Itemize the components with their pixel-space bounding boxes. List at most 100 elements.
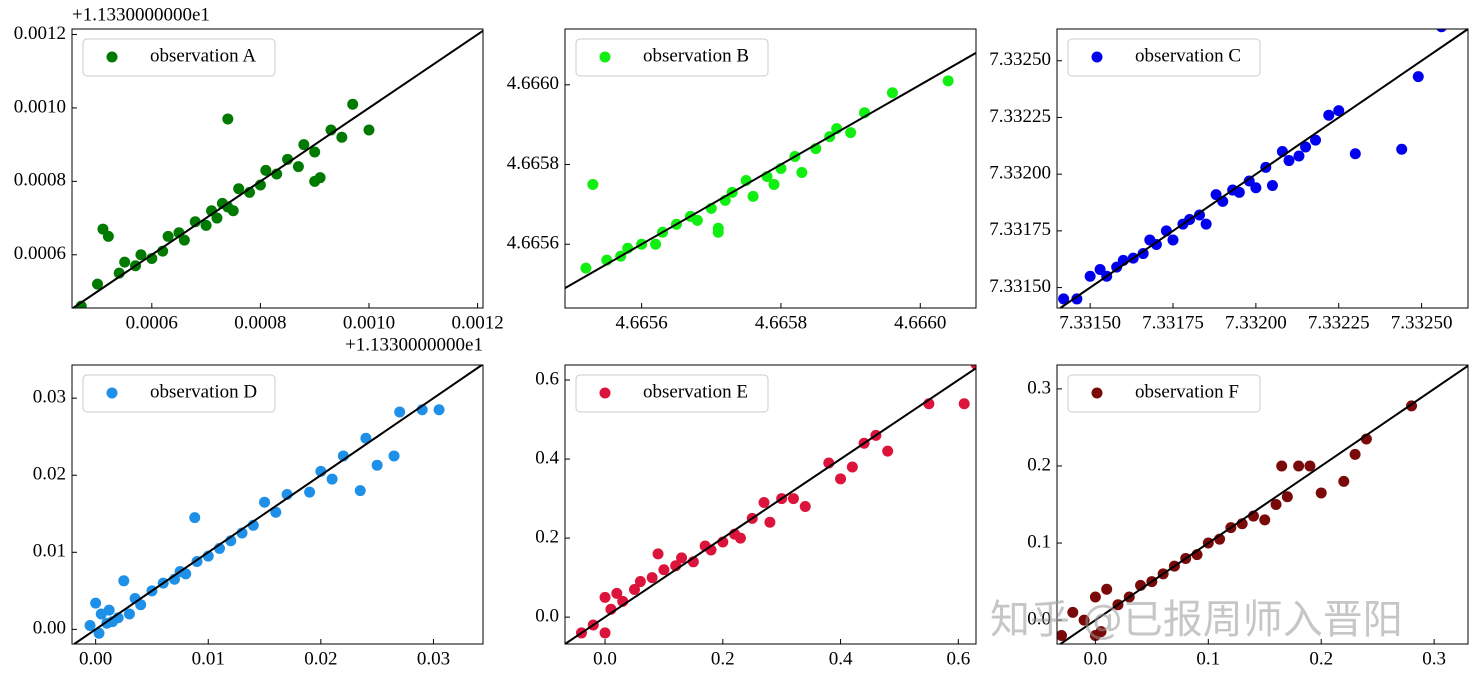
legend-box — [575, 38, 769, 77]
point — [1281, 491, 1293, 503]
x-tick-label: 0.02 — [304, 648, 337, 669]
point — [233, 183, 245, 195]
y-tick-label: 0.0008 — [14, 170, 66, 191]
y-tick-label: 0.3 — [1027, 377, 1051, 398]
y-tick-label: 0.02 — [33, 464, 66, 485]
axes-frame — [1056, 28, 1469, 309]
point — [646, 572, 658, 584]
legend-marker — [106, 387, 118, 399]
x-tick-label: 7.33225 — [1308, 312, 1370, 333]
point — [1293, 460, 1305, 472]
x-tick-label: 0.0 — [593, 648, 617, 669]
x-tick-label: 0.0010 — [343, 312, 395, 333]
y-tick-label: 0.0 — [535, 605, 559, 626]
point — [1412, 71, 1424, 83]
identity-line — [564, 52, 977, 289]
x-tick-label: 7.33200 — [1225, 312, 1287, 333]
identity-line — [564, 367, 977, 645]
point — [599, 627, 611, 639]
point — [1111, 261, 1123, 273]
point — [882, 445, 894, 457]
point — [1276, 460, 1288, 472]
point — [162, 230, 174, 242]
point — [1304, 460, 1316, 472]
y-tick-label: 0.1 — [1027, 531, 1051, 552]
x-tick-label: 0.3 — [1422, 648, 1446, 669]
point — [260, 164, 272, 176]
subplot: 7.33150 7.33175 7.33200 7.33225 7.33250 7.331… — [989, 28, 1469, 333]
x-tick-label: 7.33250 — [1391, 312, 1453, 333]
point — [371, 459, 383, 471]
legend-marker — [599, 51, 611, 63]
watermark: 知乎 @已报周师入晋阳 — [990, 597, 1403, 643]
x-tick-label: 0.4 — [829, 648, 853, 669]
point — [336, 131, 348, 143]
axes-frame — [71, 28, 484, 309]
point — [712, 226, 724, 238]
point — [1349, 148, 1361, 160]
legend-box — [82, 374, 276, 413]
legend-label: observation F — [1135, 381, 1239, 402]
point — [691, 214, 703, 226]
x-tick-label: 4.6656 — [616, 312, 668, 333]
point — [90, 597, 102, 609]
x-tick-label: 7.33175 — [1142, 312, 1204, 333]
point — [93, 627, 105, 639]
point — [189, 512, 201, 524]
point — [292, 161, 304, 173]
legend-box — [1067, 374, 1261, 413]
legend: observation C — [1067, 38, 1261, 77]
y-tick-label: 4.6656 — [507, 233, 559, 254]
point — [942, 75, 954, 87]
point — [532, 299, 543, 310]
point — [650, 238, 662, 250]
point — [796, 166, 808, 178]
point — [270, 506, 282, 518]
legend-label: observation B — [643, 45, 749, 66]
x-tick-label: 4.6658 — [755, 312, 807, 333]
point — [1200, 218, 1212, 230]
point — [119, 256, 131, 268]
point — [84, 620, 96, 632]
y-tick-label: 0.0006 — [14, 243, 66, 264]
point — [764, 516, 776, 528]
legend: observation E — [575, 374, 769, 413]
legend: observation B — [575, 38, 769, 77]
point — [309, 146, 321, 158]
y-tick-label: 0.0010 — [14, 96, 66, 117]
point — [1338, 475, 1350, 487]
point — [658, 564, 670, 576]
point — [634, 576, 646, 588]
point — [1057, 630, 1068, 642]
legend: observation A — [82, 38, 276, 77]
point — [835, 473, 847, 485]
x-tick-label: 0.1 — [1196, 648, 1220, 669]
y-tick-label: 0.03 — [33, 387, 66, 408]
axes-frame — [71, 364, 484, 645]
point — [1250, 182, 1262, 194]
point — [259, 496, 271, 508]
subplot: 4.6656 4.6658 4.6660 4.6656 4.6658 4.6660 obse… — [507, 28, 977, 333]
point — [1233, 186, 1245, 198]
point — [1150, 238, 1162, 250]
point — [1101, 583, 1113, 595]
point — [1323, 109, 1335, 121]
legend-marker — [106, 51, 118, 63]
point — [135, 599, 147, 611]
point — [1094, 263, 1106, 275]
point — [1396, 143, 1408, 155]
point — [178, 234, 190, 246]
y-tick-label: 4.6658 — [507, 153, 559, 174]
x-tick-label: 0.0008 — [234, 312, 286, 333]
legend: observation D — [82, 374, 276, 413]
y-tick-label: 0.01 — [33, 541, 66, 562]
point — [734, 532, 746, 544]
x-tick-label: 4.6660 — [894, 312, 946, 333]
point — [787, 493, 799, 505]
point — [180, 568, 192, 580]
subplot: 0.0 0.1 0.2 0.3 0.0 0.1 0.2 0.3 observation F — [1027, 364, 1469, 669]
identity-line — [72, 30, 484, 309]
point — [123, 608, 135, 620]
y-tick-label: 0.0012 — [14, 23, 66, 44]
